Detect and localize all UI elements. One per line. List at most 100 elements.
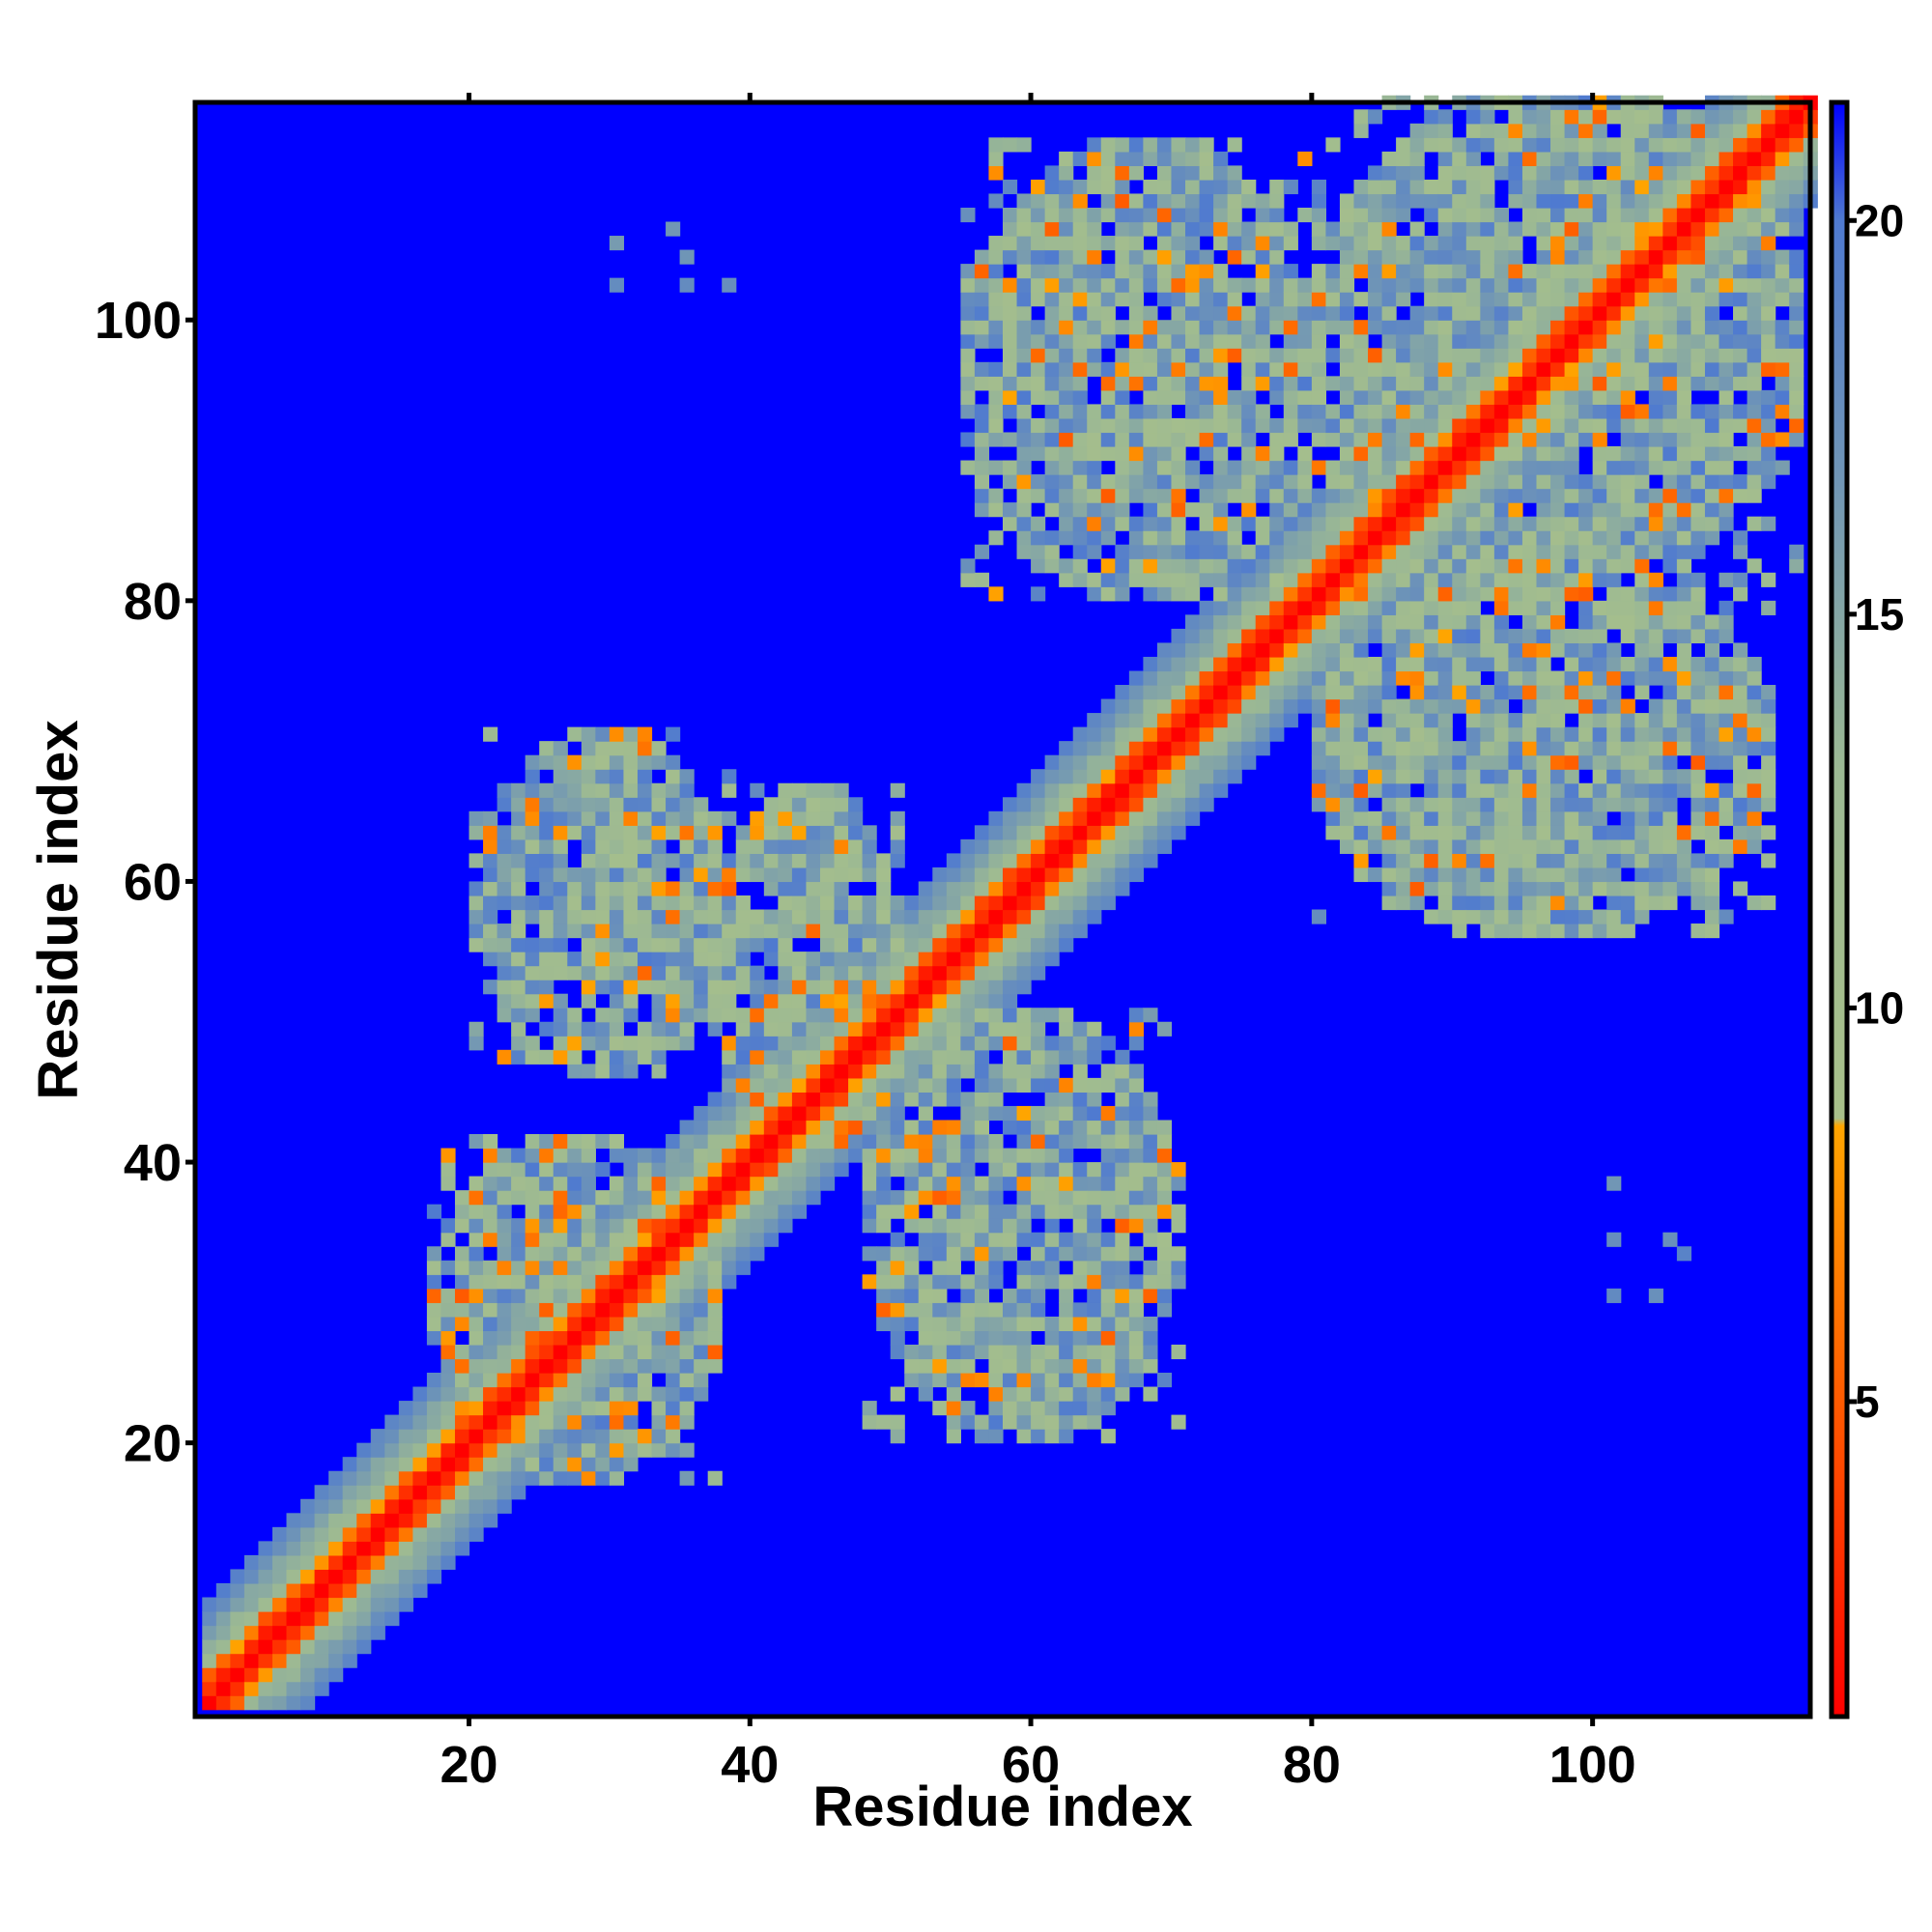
heatmap-cell	[623, 1036, 639, 1051]
heatmap-cell	[1634, 572, 1650, 587]
heatmap-cell	[1100, 1330, 1116, 1346]
heatmap-cell	[384, 1597, 400, 1612]
heatmap-cell	[1465, 460, 1481, 475]
heatmap-cell	[679, 853, 695, 868]
heatmap-cell	[567, 1442, 582, 1458]
heatmap-cell	[1128, 264, 1144, 279]
heatmap-cell	[609, 895, 625, 911]
heatmap-cell	[1493, 656, 1510, 672]
heatmap-cell	[1016, 895, 1032, 911]
heatmap-cell	[637, 726, 653, 742]
heatmap-cell	[595, 1288, 611, 1303]
heatmap-cell	[497, 980, 512, 995]
heatmap-cell	[1592, 236, 1607, 251]
heatmap-cell	[960, 1162, 976, 1178]
heatmap-cell	[834, 1077, 849, 1093]
heatmap-cell	[384, 1541, 400, 1556]
heatmap-cell	[553, 952, 568, 967]
heatmap-cell	[722, 1120, 737, 1135]
heatmap-cell	[1100, 1401, 1116, 1416]
heatmap-cell	[1550, 502, 1566, 518]
heatmap-cell	[1690, 151, 1706, 166]
heatmap-cell	[370, 1513, 385, 1528]
heatmap-cell	[1128, 754, 1144, 770]
heatmap-cell	[637, 980, 653, 995]
heatmap-cell	[1733, 137, 1748, 153]
heatmap-cell	[1606, 769, 1622, 784]
heatmap-cell	[1452, 600, 1467, 615]
heatmap-cell	[1199, 782, 1214, 798]
heatmap-cell	[1704, 264, 1720, 279]
heatmap-cell	[1719, 853, 1734, 868]
heatmap-cell	[1311, 656, 1326, 672]
heatmap-cell	[1508, 586, 1523, 602]
heatmap-cell	[1662, 797, 1678, 812]
heatmap-cell	[1719, 193, 1734, 209]
heatmap-cell	[1409, 502, 1425, 518]
heatmap-cell	[1003, 432, 1018, 447]
heatmap-cell	[581, 1457, 596, 1472]
heatmap-cell	[384, 1429, 400, 1444]
heatmap-cell	[1747, 264, 1762, 279]
heatmap-cell	[1368, 825, 1383, 840]
heatmap-cell	[581, 1162, 596, 1178]
heatmap-cell	[1396, 193, 1411, 209]
heatmap-cell	[988, 502, 1004, 518]
heatmap-cell	[679, 1148, 695, 1163]
heatmap-cell	[1031, 937, 1046, 952]
heatmap-cell	[1353, 432, 1369, 447]
heatmap-cell	[1437, 628, 1453, 644]
heatmap-cell	[1199, 348, 1214, 363]
heatmap-cell	[286, 1513, 301, 1528]
heatmap-cell	[763, 1218, 779, 1234]
heatmap-cell	[1592, 348, 1607, 363]
heatmap-cell	[1255, 516, 1270, 531]
heatmap-cell	[1536, 698, 1551, 714]
heatmap-cell	[497, 1401, 512, 1416]
heatmap-cell	[1087, 1176, 1102, 1191]
heatmap-cell	[271, 1639, 288, 1655]
heatmap-cell	[932, 909, 948, 924]
heatmap-cell	[1480, 361, 1495, 377]
heatmap-cell	[623, 1162, 639, 1178]
heatmap-cell	[666, 1204, 681, 1219]
heatmap-cell	[1115, 207, 1130, 223]
heatmap-cell	[862, 1120, 877, 1135]
heatmap-cell	[932, 1190, 948, 1206]
heatmap-cell	[1044, 952, 1060, 967]
heatmap-cell	[1311, 754, 1326, 770]
heatmap-cell	[735, 1008, 751, 1023]
heatmap-cell	[1493, 474, 1510, 490]
heatmap-cell	[1424, 825, 1439, 840]
heatmap-cell	[1634, 137, 1650, 153]
heatmap-cell	[1003, 249, 1018, 265]
heatmap-cell	[1156, 656, 1173, 672]
heatmap-cell	[553, 1162, 568, 1178]
heatmap-cell	[1016, 502, 1032, 518]
heatmap-cell	[1044, 1036, 1060, 1051]
heatmap-cell	[271, 1667, 288, 1683]
heatmap-cell	[1437, 698, 1453, 714]
heatmap-cell	[1368, 292, 1383, 307]
heatmap-cell	[1606, 685, 1622, 700]
heatmap-cell	[1100, 1190, 1116, 1206]
heatmap-cell	[1578, 685, 1594, 700]
heatmap-cell	[1353, 417, 1369, 434]
heatmap-cell	[1761, 137, 1776, 153]
heatmap-cell	[1128, 1246, 1144, 1262]
heatmap-cell	[1087, 404, 1102, 419]
heatmap-cell	[707, 825, 723, 840]
heatmap-cell	[1171, 698, 1186, 714]
heatmap-cell	[806, 1148, 821, 1163]
heatmap-cell	[1072, 881, 1088, 896]
heatmap-cell	[1339, 713, 1355, 728]
heatmap-cell	[1676, 825, 1692, 840]
heatmap-cell	[1016, 207, 1032, 223]
heatmap-cell	[567, 1064, 582, 1079]
heatmap-cell	[890, 1330, 905, 1346]
heatmap-cell	[778, 1049, 793, 1065]
heatmap-cell	[1775, 221, 1790, 237]
heatmap-cell	[1115, 838, 1130, 854]
heatmap-cell	[1269, 488, 1285, 503]
heatmap-cell	[707, 1330, 723, 1346]
